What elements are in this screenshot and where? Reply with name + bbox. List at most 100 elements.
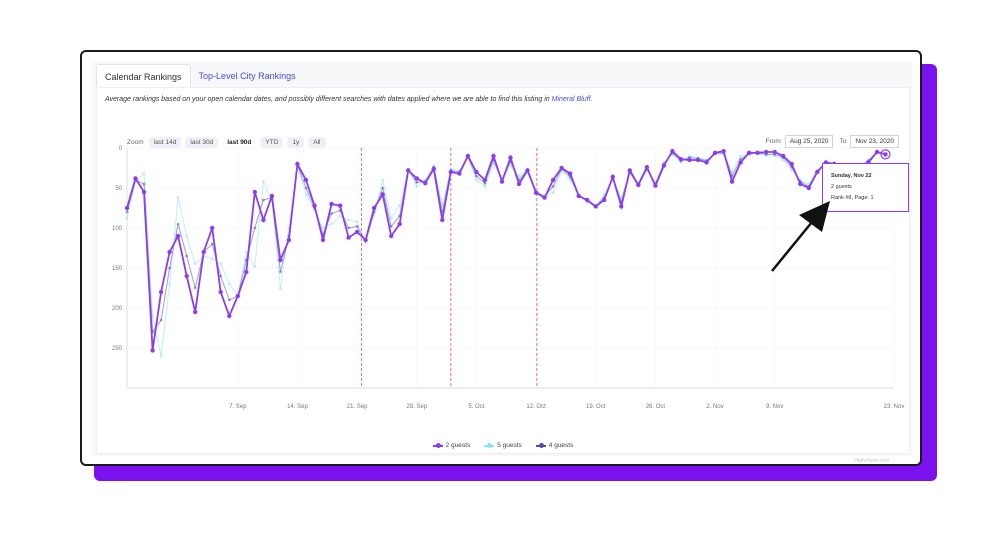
data-point [644, 165, 650, 170]
from-date-input[interactable]: Aug 25, 2020 [784, 135, 834, 148]
data-point [253, 226, 257, 230]
data-point [661, 163, 667, 168]
chart-credit: Highcharts.com [854, 458, 889, 464]
data-point [219, 274, 223, 278]
data-point [576, 193, 581, 199]
data-point [338, 214, 342, 218]
data-point [764, 149, 769, 155]
data-point [533, 190, 539, 195]
legend-item-2-guests[interactable]: 2 guests [432, 442, 471, 449]
legend-item-4-guests[interactable]: 4 guests [535, 442, 573, 449]
tab-top-level-city-rankings[interactable]: Top-Level City Rankings [198, 71, 296, 81]
data-point [389, 225, 393, 228]
tab-bar: Calendar Rankings Top-Level City Ranking… [96, 64, 304, 88]
data-point [883, 152, 888, 157]
data-point [475, 174, 478, 178]
data-point [483, 181, 487, 185]
data-point [670, 149, 675, 154]
x-tick-label: 5. Oct [468, 404, 484, 410]
zoom-controls: Zoom last 14d last 30d last 90d YTD 1y A… [127, 137, 330, 148]
data-point [159, 318, 163, 322]
to-date-input[interactable]: Nov 23, 2020 [850, 135, 899, 148]
x-tick-label: 28. Sep [406, 404, 427, 410]
data-point [465, 153, 471, 159]
data-point [193, 286, 197, 290]
data-point [312, 203, 317, 208]
data-point [381, 178, 385, 182]
data-point [176, 196, 180, 200]
tooltip-title: Sunday, Nov 22 [831, 173, 872, 179]
data-point [457, 171, 462, 176]
data-point [789, 161, 794, 167]
date-range: From Aug 25, 2020 To Nov 23, 2020 [766, 135, 899, 148]
data-point [219, 262, 223, 266]
chart-tooltip: Sunday, Nov 22 2 guests Rank #8, Page: 1 [822, 163, 909, 212]
data-point [304, 186, 308, 190]
y-tick-label: 100 [112, 226, 123, 232]
data-point [738, 160, 743, 165]
y-tick-label: 0 [119, 146, 123, 152]
data-point [142, 182, 146, 186]
legend-item-5-guests[interactable]: 5 guests [484, 442, 522, 449]
data-point [269, 193, 275, 199]
data-point [278, 257, 283, 263]
data-point [133, 176, 138, 181]
data-point [559, 165, 564, 171]
data-point [168, 282, 172, 286]
data-point [474, 169, 479, 175]
y-tick-label: 250 [112, 346, 123, 352]
data-point [244, 269, 249, 275]
data-point [355, 220, 359, 224]
data-point [712, 150, 718, 155]
data-point [286, 237, 292, 243]
data-point [227, 282, 231, 286]
data-point [508, 155, 513, 160]
zoom-ytd-button[interactable]: YTD [260, 137, 284, 148]
zoom-last-30d-button[interactable]: last 30d [185, 137, 219, 148]
data-point [415, 185, 419, 188]
data-point [304, 193, 308, 196]
data-point [389, 233, 394, 239]
data-point [414, 176, 419, 181]
data-point [482, 177, 488, 183]
data-point [516, 181, 522, 187]
zoom-last-90d-button[interactable]: last 90d [227, 139, 252, 146]
data-point [124, 205, 130, 211]
legend-label-2-guests: 2 guests [445, 442, 471, 449]
data-point [483, 185, 487, 188]
data-point [354, 229, 360, 235]
data-point [423, 181, 428, 186]
data-point [125, 217, 129, 220]
x-tick-label: 7. Sep [229, 404, 247, 410]
data-point [295, 161, 300, 167]
zoom-1y-button[interactable]: 1y [287, 137, 305, 148]
data-point [320, 237, 326, 243]
data-point [636, 182, 641, 187]
data-point [610, 174, 615, 179]
tab-calendar-rankings[interactable]: Calendar Rankings [96, 64, 191, 88]
data-point [525, 168, 530, 173]
data-point [347, 226, 350, 230]
legend-swatch-5-guests [484, 442, 495, 448]
data-point [585, 197, 590, 203]
data-point [509, 164, 512, 168]
data-point [790, 169, 794, 172]
data-point [252, 189, 257, 195]
data-point [347, 218, 350, 222]
data-point [185, 234, 189, 238]
data-point [337, 203, 343, 208]
zoom-label: Zoom [127, 139, 144, 146]
data-point [330, 212, 333, 216]
zoom-all-button[interactable]: All [308, 137, 326, 148]
data-point [415, 181, 419, 184]
data-point [602, 197, 607, 203]
zoom-last-14d-button[interactable]: last 14d [148, 137, 182, 148]
data-point [321, 226, 325, 230]
x-tick-label: 23. Nov [884, 404, 905, 410]
data-point [542, 195, 547, 200]
data-point [431, 166, 436, 171]
data-point [168, 266, 172, 270]
data-point [704, 160, 709, 165]
location-link[interactable]: Mineral Bluff. [551, 96, 593, 103]
